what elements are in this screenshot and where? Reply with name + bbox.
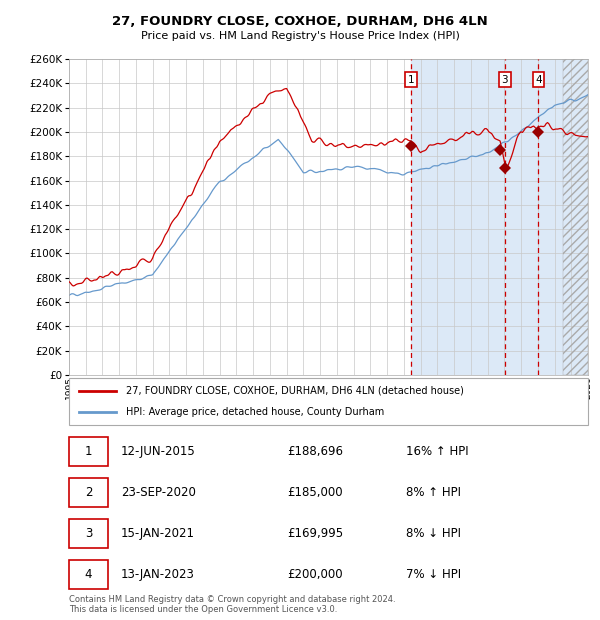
Text: 8% ↓ HPI: 8% ↓ HPI <box>406 527 461 540</box>
Text: 16% ↑ HPI: 16% ↑ HPI <box>406 445 469 458</box>
Bar <box>412 59 588 375</box>
FancyBboxPatch shape <box>69 519 108 548</box>
Text: Price paid vs. HM Land Registry's House Price Index (HPI): Price paid vs. HM Land Registry's House … <box>140 31 460 41</box>
FancyBboxPatch shape <box>69 378 588 425</box>
Bar <box>563 59 588 375</box>
FancyBboxPatch shape <box>69 478 108 507</box>
Text: 4: 4 <box>85 568 92 581</box>
Text: 13-JAN-2023: 13-JAN-2023 <box>121 568 195 581</box>
Text: 3: 3 <box>502 74 508 84</box>
Text: HPI: Average price, detached house, County Durham: HPI: Average price, detached house, Coun… <box>126 407 385 417</box>
Text: 12-JUN-2015: 12-JUN-2015 <box>121 445 196 458</box>
Text: 8% ↑ HPI: 8% ↑ HPI <box>406 486 461 499</box>
Text: £185,000: £185,000 <box>287 486 343 499</box>
Text: 1: 1 <box>408 74 415 84</box>
Text: 27, FOUNDRY CLOSE, COXHOE, DURHAM, DH6 4LN (detached house): 27, FOUNDRY CLOSE, COXHOE, DURHAM, DH6 4… <box>126 386 464 396</box>
Bar <box>563 59 588 375</box>
Text: 2: 2 <box>85 486 92 499</box>
Text: 1: 1 <box>85 445 92 458</box>
Text: £169,995: £169,995 <box>287 527 343 540</box>
Text: 7% ↓ HPI: 7% ↓ HPI <box>406 568 461 581</box>
Text: 15-JAN-2021: 15-JAN-2021 <box>121 527 195 540</box>
FancyBboxPatch shape <box>69 436 108 466</box>
Text: £200,000: £200,000 <box>287 568 343 581</box>
Text: 23-SEP-2020: 23-SEP-2020 <box>121 486 196 499</box>
Text: Contains HM Land Registry data © Crown copyright and database right 2024.
This d: Contains HM Land Registry data © Crown c… <box>69 595 395 614</box>
Text: £188,696: £188,696 <box>287 445 343 458</box>
Text: 3: 3 <box>85 527 92 540</box>
Text: 4: 4 <box>535 74 542 84</box>
Text: 27, FOUNDRY CLOSE, COXHOE, DURHAM, DH6 4LN: 27, FOUNDRY CLOSE, COXHOE, DURHAM, DH6 4… <box>112 16 488 28</box>
FancyBboxPatch shape <box>69 560 108 590</box>
